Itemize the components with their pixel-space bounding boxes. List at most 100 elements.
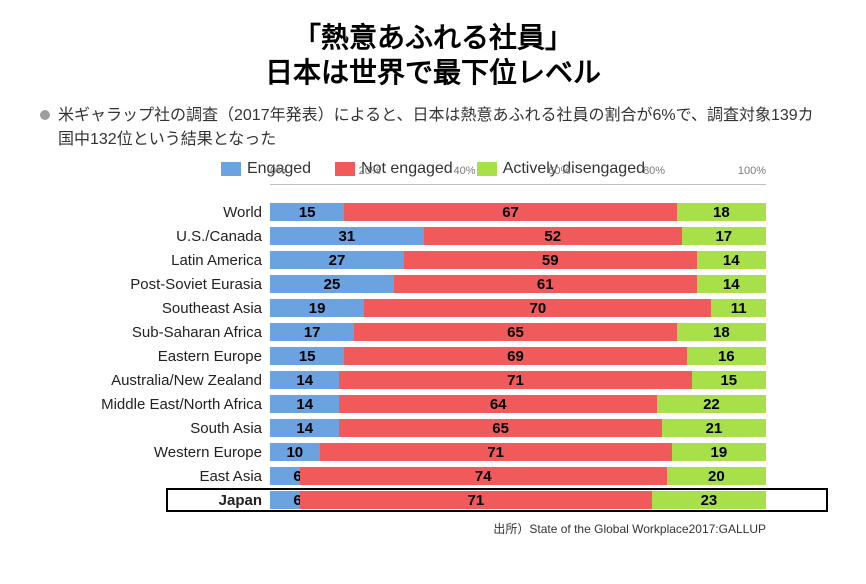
seg-value: 21 <box>706 420 723 437</box>
seg-value: 64 <box>490 396 507 413</box>
bar: 27 59 14 <box>270 251 766 269</box>
axis-tick: 60% <box>548 165 570 180</box>
bar: 19 70 11 <box>270 299 766 317</box>
seg-engaged: 6 <box>270 467 300 485</box>
seg-actively-disengaged: 18 <box>677 203 766 221</box>
seg-engaged: 14 <box>270 419 339 437</box>
seg-engaged: 31 <box>270 227 424 245</box>
chart-rows: World156718U.S./Canada 31 52 17 Latin Americ… <box>80 200 766 512</box>
subtitle-row: 米ギャラップ社の調査（2017年発表）によると、日本は熱意あふれる社員の割合が6… <box>40 104 826 152</box>
chart-row: Middle East/North Africa 14 64 22 <box>80 392 766 416</box>
row-label: Middle East/North Africa <box>80 396 270 413</box>
legend-not-engaged: Not engaged <box>335 160 453 178</box>
seg-value: 14 <box>296 396 313 413</box>
seg-engaged: 19 <box>270 299 364 317</box>
axis-tick: 100% <box>738 165 766 180</box>
row-label: Eastern Europe <box>80 348 270 365</box>
row-label: Latin America <box>80 252 270 269</box>
seg-not-engaged: 64 <box>339 395 656 413</box>
seg-value: 65 <box>507 324 524 341</box>
seg-value: 52 <box>544 228 561 245</box>
seg-actively-disengaged: 21 <box>662 419 766 437</box>
row-label: U.S./Canada <box>80 228 270 245</box>
legend: Engaged Not engaged Actively disengaged <box>40 160 826 178</box>
seg-value: 27 <box>329 252 346 269</box>
chart-row: Sub-Saharan Africa176518 <box>80 320 766 344</box>
seg-engaged: 10 <box>270 443 320 461</box>
seg-not-engaged: 69 <box>344 347 686 365</box>
chart-row: U.S./Canada 31 52 17 <box>80 224 766 248</box>
bar: 15 69 16 <box>270 347 766 365</box>
seg-value: 74 <box>475 468 492 485</box>
row-label: South Asia <box>80 420 270 437</box>
seg-value: 71 <box>507 372 524 389</box>
bar: 25 61 14 <box>270 275 766 293</box>
subtitle-text: 米ギャラップ社の調査（2017年発表）によると、日本は熱意あふれる社員の割合が6… <box>58 104 826 152</box>
seg-value: 22 <box>703 396 720 413</box>
chart-row: Latin America 27 59 14 <box>80 248 766 272</box>
chart-row: Australia/New Zealand 14 71 15 <box>80 368 766 392</box>
bar: 17 65 18 <box>270 323 766 341</box>
source-text: 出所）State of the Global Workplace2017:GAL… <box>40 520 766 537</box>
chart-row: East Asia6 74 20 <box>80 464 766 488</box>
row-label: Australia/New Zealand <box>80 372 270 389</box>
row-label: Post-Soviet Eurasia <box>80 276 270 293</box>
axis-tick: 0% <box>270 165 286 180</box>
seg-value: 15 <box>299 204 316 221</box>
seg-value: 14 <box>296 372 313 389</box>
seg-value: 11 <box>731 300 747 317</box>
chart-row: Western Europe107119 <box>80 440 766 464</box>
row-label: Western Europe <box>80 444 270 461</box>
seg-actively-disengaged: 15 <box>692 371 766 389</box>
seg-value: 25 <box>324 276 341 293</box>
chart-row: Eastern Europe 15 69 16 <box>80 344 766 368</box>
chart-title: 「熱意あふれる社員」 日本は世界で最下位レベル <box>40 20 826 90</box>
chart-row: Southeast Asia 19 70 11 <box>80 296 766 320</box>
seg-engaged: 27 <box>270 251 404 269</box>
seg-value: 18 <box>713 204 730 221</box>
seg-value: 61 <box>537 276 554 293</box>
seg-value: 19 <box>309 300 326 317</box>
x-axis: 0%20%40%60%80%100% <box>270 184 766 200</box>
seg-value: 15 <box>299 348 316 365</box>
axis-tick: 40% <box>453 165 475 180</box>
seg-value: 18 <box>713 324 730 341</box>
row-label: East Asia <box>80 468 270 485</box>
row-label: World <box>80 204 270 221</box>
seg-value: 65 <box>492 420 509 437</box>
chart: 0%20%40%60%80%100% World156718U.S./Canad… <box>80 184 766 512</box>
seg-value: 59 <box>542 252 559 269</box>
seg-not-engaged: 52 <box>424 227 682 245</box>
bullet-icon <box>40 110 50 120</box>
bar: 31 52 17 <box>270 227 766 245</box>
seg-actively-disengaged: 19 <box>672 443 766 461</box>
seg-value: 15 <box>720 372 737 389</box>
seg-actively-disengaged: 14 <box>697 251 766 269</box>
seg-value: 14 <box>723 276 740 293</box>
seg-actively-disengaged: 16 <box>687 347 766 365</box>
seg-not-engaged: 71 <box>339 371 691 389</box>
seg-value: 17 <box>715 228 732 245</box>
seg-value: 14 <box>296 420 313 437</box>
seg-value: 31 <box>339 228 356 245</box>
legend-actively-disengaged-label: Actively disengaged <box>503 160 645 178</box>
seg-not-engaged: 65 <box>339 419 661 437</box>
seg-actively-disengaged: 20 <box>667 467 766 485</box>
swatch-actively-disengaged <box>477 162 497 176</box>
row-label: Southeast Asia <box>80 300 270 317</box>
seg-value: 16 <box>718 348 735 365</box>
seg-value: 17 <box>304 324 321 341</box>
bar: 14 71 15 <box>270 371 766 389</box>
seg-value: 70 <box>529 300 546 317</box>
seg-not-engaged: 74 <box>300 467 667 485</box>
title-line-2: 日本は世界で最下位レベル <box>40 55 826 90</box>
swatch-not-engaged <box>335 162 355 176</box>
seg-engaged: 14 <box>270 395 339 413</box>
seg-not-engaged: 59 <box>404 251 697 269</box>
bar: 14 65 21 <box>270 419 766 437</box>
seg-not-engaged: 71 <box>320 443 672 461</box>
bar: 156718 <box>270 203 766 221</box>
seg-actively-disengaged: 11 <box>711 299 766 317</box>
axis-tick: 20% <box>359 165 381 180</box>
chart-row: Post-Soviet Eurasia 25 61 14 <box>80 272 766 296</box>
